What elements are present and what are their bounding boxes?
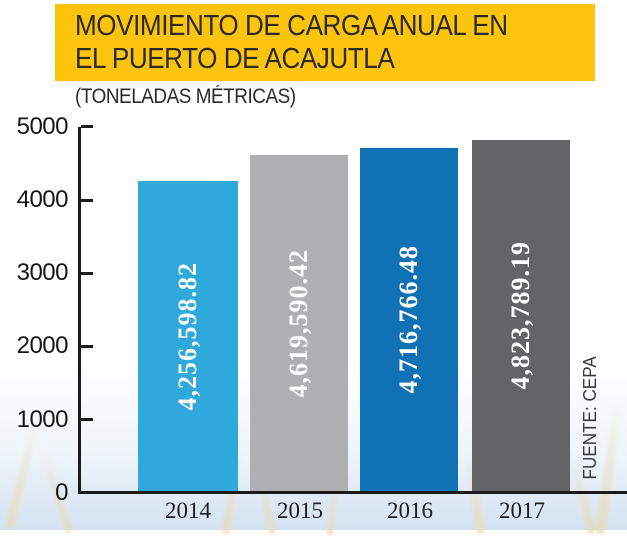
x-tick-label-2014: 2014 bbox=[165, 498, 211, 523]
y-axis-tick bbox=[81, 418, 93, 421]
source-note: FUENTE: CEPA bbox=[578, 348, 602, 488]
bar-value-2014: 4,256,598.82 bbox=[173, 261, 202, 411]
y-axis-tick bbox=[81, 125, 93, 128]
x-tick-label-2015: 2015 bbox=[277, 498, 323, 523]
chart-subtitle: (TONELADAS MÉTRICAS) bbox=[75, 85, 296, 108]
y-axis-tick bbox=[81, 272, 93, 275]
y-axis-tick bbox=[81, 345, 93, 348]
x-axis-line bbox=[78, 491, 627, 494]
bar-value-2016: 4,716,766.48 bbox=[394, 245, 423, 394]
y-tick-label-5000: 5000 bbox=[16, 113, 69, 140]
chart-title-line1: MOVIMIENTO DE CARGA ANUAL EN bbox=[75, 9, 508, 42]
bar-value-2015: 4,619,590.42 bbox=[284, 248, 313, 398]
bar-2014: 4,256,598.82 bbox=[138, 181, 238, 491]
bar-2015: 4,619,590.42 bbox=[250, 155, 348, 491]
y-axis-line bbox=[78, 127, 81, 493]
x-tick-label-2017: 2017 bbox=[499, 498, 545, 523]
source-text: FUENTE: CEPA bbox=[579, 356, 600, 480]
y-tick-label-3000: 3000 bbox=[16, 259, 69, 286]
y-tick-label-4000: 4000 bbox=[16, 186, 69, 213]
x-tick-label-2016: 2016 bbox=[387, 498, 433, 523]
y-tick-label-2000: 2000 bbox=[16, 332, 69, 359]
bar-2017: 4,823,789.19 bbox=[472, 140, 570, 491]
y-axis-tick bbox=[81, 199, 93, 202]
chart-title-line2: EL PUERTO DE ACAJUTLA bbox=[75, 42, 395, 75]
chart-title-banner: MOVIMIENTO DE CARGA ANUAL EN EL PUERTO D… bbox=[55, 4, 595, 81]
bar-value-2017: 4,823,789.19 bbox=[506, 241, 535, 390]
y-tick-label-1000: 1000 bbox=[16, 406, 69, 433]
y-tick-label-0: 0 bbox=[55, 479, 68, 506]
bar-2016: 4,716,766.48 bbox=[360, 148, 458, 491]
